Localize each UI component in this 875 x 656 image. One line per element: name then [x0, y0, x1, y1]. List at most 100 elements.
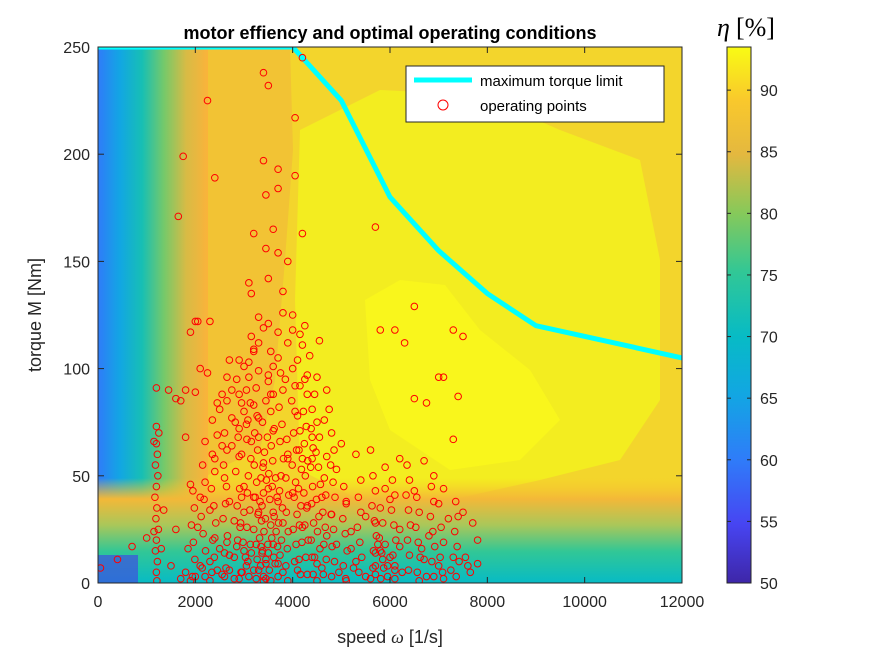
operating-point [302, 422, 311, 431]
operating-point [464, 562, 472, 570]
operating-point [219, 461, 228, 469]
operating-point [261, 514, 270, 523]
operating-point [186, 577, 195, 583]
colorbar-gradient [726, 46, 752, 584]
operating-point [201, 478, 209, 487]
operating-point [294, 484, 303, 493]
operating-point [404, 506, 413, 514]
operating-point [225, 551, 234, 559]
operating-point [330, 557, 339, 566]
operating-point [172, 394, 180, 403]
operating-point [232, 375, 241, 384]
y-axis-label: torque M [Nm] [25, 258, 45, 372]
x-tick-label: 12000 [660, 594, 705, 611]
operating-point [254, 339, 263, 347]
operating-point [356, 538, 364, 547]
operating-point [274, 559, 282, 568]
operating-point [269, 508, 278, 517]
operating-point [249, 347, 258, 356]
operating-point [298, 341, 307, 349]
operating-point [262, 559, 270, 568]
operating-point [461, 553, 470, 562]
operating-point [254, 566, 263, 574]
operating-point [267, 441, 276, 450]
operating-point [206, 557, 214, 566]
operating-point [298, 229, 307, 238]
operating-point [201, 572, 209, 581]
operating-point [355, 568, 363, 577]
operating-point [315, 512, 323, 521]
operating-point [256, 562, 265, 570]
operating-point [289, 525, 297, 534]
operating-point [244, 472, 253, 480]
operating-point [172, 525, 180, 534]
operating-point [277, 536, 286, 544]
operating-point [410, 394, 419, 403]
contour-bottom-edge [98, 478, 682, 583]
operating-point [439, 538, 448, 547]
operating-point [378, 555, 387, 564]
operating-point [189, 538, 198, 547]
operating-point [459, 332, 467, 341]
operating-point [228, 386, 236, 394]
operating-point [259, 577, 268, 583]
operating-point [288, 461, 296, 469]
operating-point [207, 484, 216, 493]
legend-label-operating-points: operating points [480, 98, 587, 115]
operating-point [288, 311, 297, 319]
operating-point [395, 454, 404, 463]
colorbar: 50 55 60 65 70 75 80 85 90 η [%] [717, 13, 778, 593]
operating-point [153, 557, 162, 566]
operating-point [196, 493, 204, 502]
colorbar-tick-label: 85 [760, 145, 778, 162]
operating-point [415, 508, 424, 517]
operating-point [381, 540, 389, 549]
operating-point [274, 572, 282, 581]
operating-point [238, 568, 246, 577]
operating-point [252, 540, 260, 549]
legend: maximum torque limit operating points [405, 65, 665, 123]
legend-box [405, 65, 665, 123]
operating-point [366, 446, 375, 454]
operating-point [259, 324, 268, 332]
operating-point [254, 313, 263, 321]
operating-point [381, 484, 389, 493]
operating-point [455, 557, 463, 566]
y-tick-label: 200 [63, 147, 90, 164]
operating-point [381, 463, 389, 472]
operating-point [154, 525, 163, 534]
operating-point [218, 570, 226, 579]
operating-point [327, 572, 336, 581]
operating-point [459, 508, 467, 517]
operating-point [320, 474, 329, 482]
operating-point [295, 446, 303, 454]
operating-point [313, 559, 321, 568]
operating-point [290, 557, 299, 566]
operating-point [279, 386, 287, 394]
operating-point [430, 497, 438, 506]
x-tick-label: 10000 [562, 594, 607, 611]
operating-point [278, 504, 287, 512]
operating-point [247, 549, 256, 557]
operating-point [386, 553, 394, 562]
operating-point [252, 384, 260, 392]
x-axis-label: speed ω [1/s] [337, 627, 443, 647]
operating-point [254, 366, 263, 375]
operating-point [288, 489, 297, 497]
x-tick-label: 6000 [372, 594, 408, 611]
operating-point [411, 523, 420, 532]
operating-point [415, 577, 423, 583]
operating-point [376, 504, 385, 512]
operating-point [295, 521, 304, 529]
operating-point [220, 549, 229, 557]
operating-point [453, 542, 461, 551]
operating-point [303, 456, 312, 465]
operating-point [181, 433, 190, 442]
operating-point [368, 502, 376, 510]
colorbar-title: η [%] [717, 13, 775, 42]
colorbar-tick-label: 55 [760, 514, 778, 531]
operating-point [391, 574, 399, 583]
operating-point [151, 461, 160, 469]
operating-point [271, 474, 280, 482]
operating-point [211, 173, 219, 182]
